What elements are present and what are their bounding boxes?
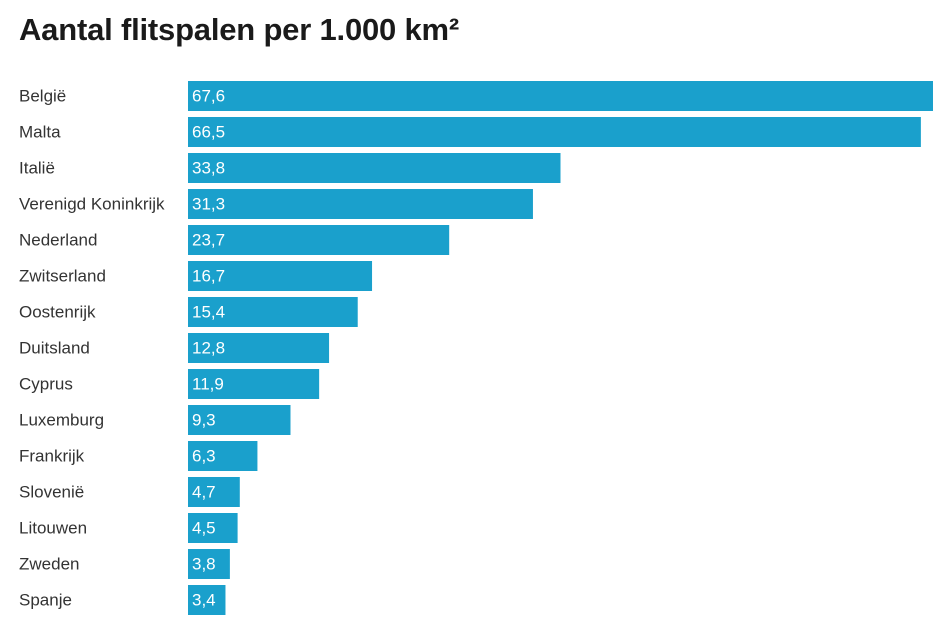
value-label: 3,8	[192, 555, 216, 574]
value-label: 11,9	[192, 375, 224, 394]
category-label: Litouwen	[19, 519, 87, 538]
bar	[188, 189, 533, 219]
bar	[188, 333, 330, 363]
category-label: Zweden	[19, 555, 79, 574]
value-label: 66,5	[192, 123, 225, 142]
category-label: België	[19, 87, 66, 106]
value-label: 6,3	[192, 447, 216, 466]
bar	[188, 153, 561, 183]
category-label: Frankrijk	[19, 447, 85, 466]
category-label: Slovenië	[19, 483, 84, 502]
value-label: 12,8	[192, 339, 225, 358]
bar	[188, 405, 291, 435]
value-label: 31,3	[192, 195, 225, 214]
category-label: Duitsland	[19, 339, 90, 358]
category-label: Cyprus	[19, 375, 73, 394]
bar	[188, 369, 320, 399]
bar	[188, 81, 933, 111]
chart-title: Aantal flitspalen per 1.000 km²	[19, 12, 460, 47]
value-label: 4,7	[192, 483, 216, 502]
bar	[188, 441, 258, 471]
value-label: 67,6	[192, 87, 225, 106]
bar	[188, 585, 226, 615]
category-label: Malta	[19, 123, 61, 142]
category-label: Italië	[19, 159, 55, 178]
category-label: Oostenrijk	[19, 303, 96, 322]
bar	[188, 117, 921, 147]
value-label: 23,7	[192, 231, 225, 250]
value-label: 4,5	[192, 519, 216, 538]
bar	[188, 549, 230, 579]
bar	[188, 261, 373, 291]
category-label: Spanje	[19, 591, 72, 610]
category-label: Zwitserland	[19, 267, 106, 286]
value-label: 9,3	[192, 411, 216, 430]
category-label: Verenigd Koninkrijk	[19, 195, 165, 214]
bar	[188, 225, 450, 255]
value-label: 3,4	[192, 591, 216, 610]
value-label: 33,8	[192, 159, 225, 178]
bar	[188, 297, 358, 327]
bar	[188, 513, 238, 543]
value-label: 15,4	[192, 303, 225, 322]
value-label: 16,7	[192, 267, 225, 286]
category-label: Nederland	[19, 231, 97, 250]
category-label: Luxemburg	[19, 411, 104, 430]
bar	[188, 477, 240, 507]
